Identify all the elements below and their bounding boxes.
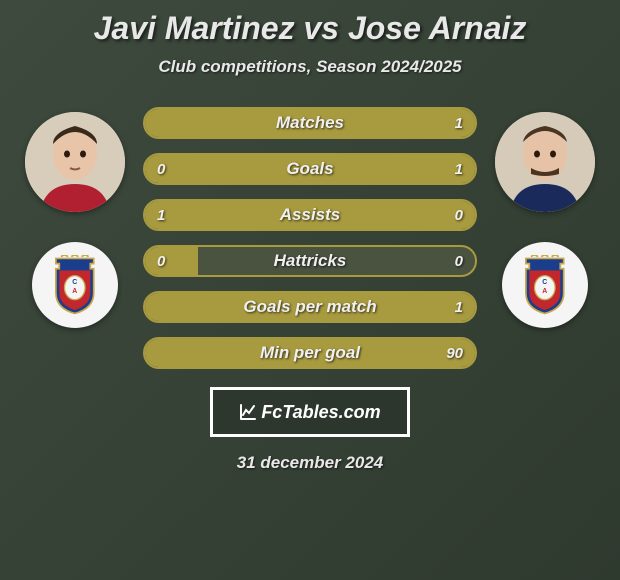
bar-fill-left [145,247,198,275]
avatar-placeholder-icon [25,112,125,212]
stat-value-right: 0 [455,207,463,224]
bar-fill-right [198,155,475,183]
club-crest-icon: C A [519,255,571,315]
avatar-placeholder-icon [495,112,595,212]
stat-value-right: 1 [455,299,463,316]
stat-label: Matches [276,113,344,133]
stat-row: Matches 1 [143,107,477,139]
svg-text:C: C [73,279,78,286]
chart-icon [239,403,257,421]
stat-value-left: 0 [157,161,165,178]
svg-text:A: A [73,288,78,295]
player-left-avatar [25,112,125,212]
stat-row: 0 Hattricks 0 [143,245,477,277]
page-subtitle: Club competitions, Season 2024/2025 [158,57,461,77]
right-side: C A [485,107,605,328]
stat-label: Min per goal [260,343,360,363]
attribution-text: FcTables.com [261,402,380,423]
attribution-box: FcTables.com [210,387,410,437]
player-left-crest: C A [32,242,118,328]
stat-value-right: 1 [455,115,463,132]
stat-value-right: 90 [446,345,463,362]
comparison-body: C A Matches 1 0 Goals 1 1 Assists 0 0 Hattricks 0 G… [0,107,620,369]
bar-fill-right [422,201,475,229]
stat-label: Hattricks [274,251,347,271]
stat-label: Goals [286,159,333,179]
player-right-crest: C A [502,242,588,328]
attribution-label: FcTables.com [239,402,380,423]
comparison-card: Javi Martinez vs Jose Arnaiz Club compet… [0,0,620,473]
svg-text:C: C [543,279,548,286]
left-side: C A [15,107,135,328]
stat-value-right: 0 [455,253,463,270]
stat-value-right: 1 [455,161,463,178]
player-right-avatar [495,112,595,212]
stat-label: Goals per match [243,297,376,317]
stat-label: Assists [280,205,340,225]
svg-text:A: A [543,288,548,295]
bar-fill-left [145,155,198,183]
date-label: 31 december 2024 [237,453,384,473]
club-crest-icon: C A [49,255,101,315]
page-title: Javi Martinez vs Jose Arnaiz [94,10,527,47]
stat-value-left: 0 [157,253,165,270]
stat-row: 1 Assists 0 [143,199,477,231]
stat-bars: Matches 1 0 Goals 1 1 Assists 0 0 Hattricks 0 Goals… [135,107,485,369]
stat-value-left: 1 [157,207,165,224]
stat-row: Min per goal 90 [143,337,477,369]
stat-row: Goals per match 1 [143,291,477,323]
stat-row: 0 Goals 1 [143,153,477,185]
